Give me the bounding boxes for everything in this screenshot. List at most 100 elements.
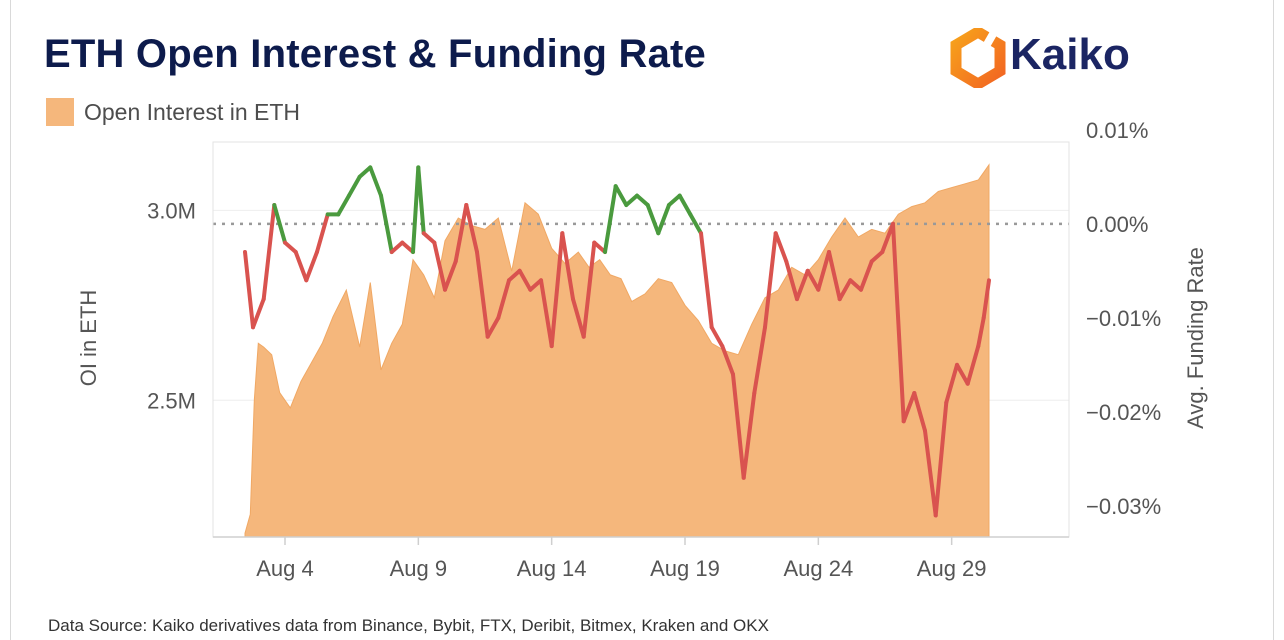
left-tick-label: 2.5M (147, 388, 196, 413)
funding-rate-segment (592, 240, 607, 254)
funding-rate-segment (411, 165, 421, 254)
x-tick-label: Aug 24 (783, 556, 853, 581)
funding-rate-segment (891, 221, 906, 424)
funding-rate-segment (933, 400, 949, 518)
funding-rate-segment (613, 184, 629, 207)
funding-rate-segment (795, 268, 810, 302)
funding-rate-segment (539, 278, 554, 349)
kaiko-logo-icon (950, 25, 1006, 91)
funding-rate-segment (773, 231, 789, 264)
funding-rate-segment (848, 278, 863, 292)
funding-rate-segment (336, 193, 351, 217)
funding-rate-segment (699, 231, 714, 330)
funding-rate-segment (603, 184, 618, 254)
funding-rate-segment (656, 203, 671, 236)
funding-rate-segment (272, 203, 287, 245)
funding-rate-segment (880, 221, 895, 254)
right-axis-ticks: 0.01% 0.00% −0.01% −0.02% −0.03% (1086, 118, 1161, 519)
funding-rate-segment (709, 325, 725, 349)
funding-rate-segment (869, 250, 885, 264)
funding-rate-segment (549, 231, 565, 349)
funding-rate-segment (283, 240, 298, 254)
funding-rate-segment (368, 165, 383, 198)
funding-rate-segment (741, 391, 757, 480)
funding-rate-segment (645, 203, 661, 236)
oi-area-shape (244, 163, 990, 538)
right-tick-label: 0.00% (1086, 212, 1148, 237)
funding-rate-segment (784, 259, 799, 302)
funding-rate-segment (315, 212, 330, 254)
funding-rate-segment (667, 193, 682, 207)
funding-rate-segment (560, 231, 575, 302)
x-tick-label: Aug 14 (517, 556, 587, 581)
left-axis-label: OI in ETH (76, 290, 101, 387)
funding-rate-segment (528, 278, 543, 292)
funding-rate-line (243, 165, 991, 518)
right-tick-label: 0.01% (1086, 118, 1148, 143)
funding-rate-segment (923, 428, 938, 518)
funding-rate-segment (453, 203, 469, 264)
funding-rate-segment (837, 278, 853, 302)
x-tick-label: Aug 9 (390, 556, 448, 581)
funding-rate-segment (357, 165, 373, 179)
left-tick-label: 3.0M (147, 198, 196, 223)
funding-rate-segment (389, 240, 405, 254)
legend-swatch (46, 98, 74, 126)
funding-rate-segment (475, 250, 490, 339)
funding-rate-segment (677, 193, 693, 217)
funding-rate-segment (805, 268, 821, 292)
funding-rate-segment (752, 325, 767, 396)
kaiko-logo: Kaiko (948, 25, 1168, 91)
chart-legend[interactable]: Open Interest in ETH (46, 98, 300, 126)
x-tick-label: Aug 29 (917, 556, 987, 581)
funding-rate-segment (901, 391, 917, 424)
funding-rate-segment (485, 315, 501, 339)
chart-title: ETH Open Interest & Funding Rate (44, 32, 706, 76)
right-tick-label: −0.02% (1086, 400, 1161, 425)
funding-rate-segment (421, 231, 437, 245)
funding-rate-segment (720, 344, 735, 377)
right-tick-label: −0.03% (1086, 494, 1161, 519)
funding-rate-segment (304, 250, 319, 283)
funding-rate-segment (763, 231, 778, 330)
funding-rate-segment (981, 278, 991, 320)
right-axis-label: Avg. Funding Rate (1183, 247, 1208, 429)
funding-rate-segment (379, 193, 394, 254)
funding-rate-segment (624, 193, 639, 207)
plot-frame (212, 141, 1070, 538)
legend-label: Open Interest in ETH (84, 98, 301, 125)
x-axis-ticks: Aug 4 Aug 9 Aug 14 Aug 19 Aug 24 Aug 29 (256, 537, 987, 581)
x-tick-label: Aug 4 (256, 556, 314, 581)
funding-rate-segment (464, 203, 479, 254)
oi-area (244, 163, 990, 538)
funding-rate-segment (912, 391, 927, 433)
funding-rate-segment (955, 362, 970, 386)
funding-rate-segment (816, 250, 831, 292)
funding-rate-segment (251, 297, 266, 330)
funding-rate-segment (496, 278, 511, 320)
funding-rate-segment (517, 268, 533, 292)
left-axis-ticks: 3.0M 2.5M (147, 198, 196, 413)
funding-rate-segment (688, 212, 703, 236)
x-tick-label: Aug 19 (650, 556, 720, 581)
funding-rate-segment (443, 259, 458, 292)
data-source-note: Data Source: Kaiko derivatives data from… (48, 616, 769, 635)
funding-rate-segment (571, 297, 586, 339)
funding-rate-segment (965, 344, 981, 386)
funding-rate-segment (731, 372, 746, 480)
funding-rate-segment (944, 362, 959, 405)
funding-rate-segment (261, 203, 277, 302)
funding-rate-segment (243, 250, 255, 330)
funding-rate-segment (635, 193, 650, 207)
funding-rate-segment (581, 240, 597, 339)
funding-rate-segment (347, 174, 362, 198)
funding-rate-segment (507, 268, 522, 283)
funding-rate-segment (859, 259, 874, 292)
logo-text: Kaiko (1010, 30, 1130, 79)
funding-rate-segment (827, 250, 842, 302)
funding-rate-segment (293, 250, 309, 283)
funding-rate-segment (976, 315, 986, 349)
funding-rate-segment (416, 165, 426, 236)
right-tick-label: −0.01% (1086, 306, 1161, 331)
